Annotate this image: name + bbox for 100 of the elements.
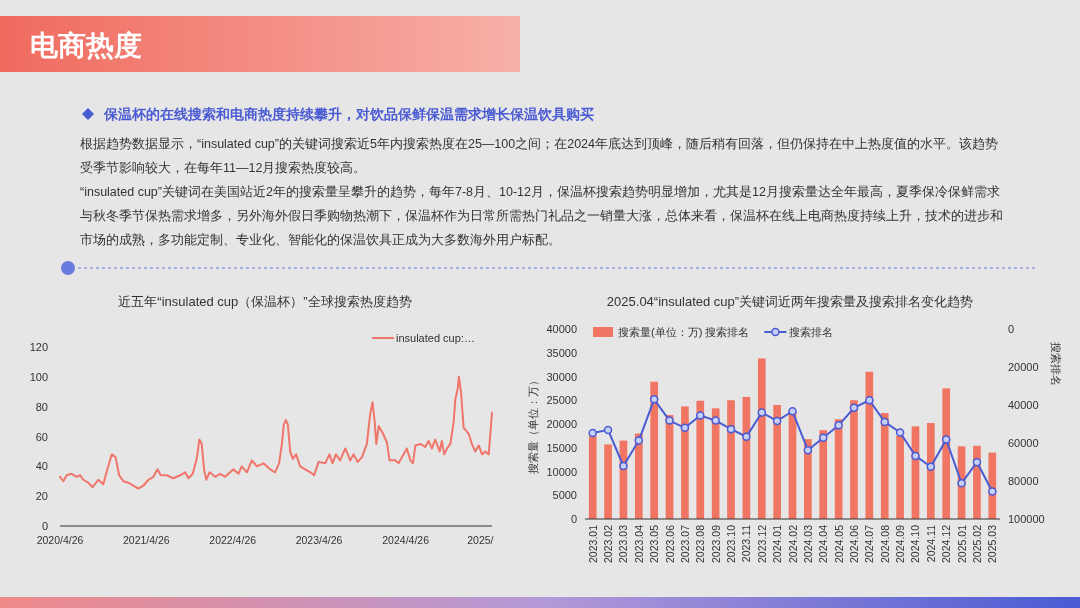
point xyxy=(926,462,936,471)
point xyxy=(895,428,905,437)
text: 电商热度 xyxy=(30,30,142,61)
point xyxy=(911,451,920,461)
x-tick-label: 2023.01 xyxy=(586,524,599,563)
point xyxy=(941,435,951,444)
point xyxy=(988,487,997,496)
point xyxy=(803,445,813,455)
x-tick-label: 2024.07 xyxy=(863,524,876,563)
y-tick-label: 25000 xyxy=(546,394,577,407)
x-tick-label: 2021/4/26 xyxy=(122,534,170,546)
y2-tick-label: 60000 xyxy=(1008,437,1039,449)
x-tick-label: 2023.06 xyxy=(663,524,676,563)
x-tick-label: 2024.01 xyxy=(771,524,784,563)
point xyxy=(834,421,843,430)
bar xyxy=(773,405,781,519)
point xyxy=(772,416,782,426)
y-tick-label: 20000 xyxy=(546,418,577,430)
x-tick-label: 2024/4/26 xyxy=(382,534,430,546)
x-tick-label: 2024.02 xyxy=(786,524,799,563)
x-tick-label: 2024.11 xyxy=(924,524,937,563)
bar xyxy=(681,406,689,519)
point xyxy=(711,416,720,425)
x-tick-label: 2023.10 xyxy=(725,524,738,563)
x-tick-label: 2024.10 xyxy=(909,524,922,563)
point xyxy=(696,411,705,420)
y-tick-label: 120 xyxy=(29,341,48,353)
x-tick-label: 2025.01 xyxy=(955,524,968,563)
chart-title: 近五年“insulated cup（保温杯）”全球搜索热度趋势 xyxy=(118,294,412,309)
x-tick-label: 2023.08 xyxy=(694,524,707,563)
x-tick-label: 2023.03 xyxy=(617,524,630,563)
point xyxy=(680,423,690,433)
y-tick-label: 0 xyxy=(570,513,577,525)
y2-tick-label: 80000 xyxy=(1008,475,1039,487)
line-series xyxy=(59,375,493,490)
legend-label: insulated cup:… xyxy=(396,332,475,344)
bar xyxy=(942,388,951,519)
x-tick-label: 2024.04 xyxy=(817,524,830,563)
bar xyxy=(896,435,904,519)
x-tick-label: 2024.12 xyxy=(940,524,953,563)
bar xyxy=(819,430,828,519)
point xyxy=(742,432,751,441)
point xyxy=(880,417,889,427)
bar xyxy=(880,413,889,519)
point xyxy=(603,425,613,435)
point xyxy=(757,408,767,417)
y2-tick-label: 40000 xyxy=(1008,399,1039,411)
text: “insulated cup”关键词在美国站近2年的搜索量呈攀升的趋势，每年7-8月、10-12月，保温杯搜索趋势明显增加，尤其是12月搜索量达全年最高，夏季保冷保鲜需求与秋冬季节保热需求增多，另外海外假日季购物热潮下，保温杯作为日常所需热门礼品之一销量大涨，总体来看，保温杯在线上电商热度持续上升，技术的进步和市场的成熟，多功能定制、专业化、智能化的保温饮具正成为大多数海外用户标配。 xyxy=(80,184,1003,247)
x-tick-label: 2023.05 xyxy=(648,524,661,563)
y-tick-label: 10000 xyxy=(546,465,577,478)
y-tick-label: 80 xyxy=(35,400,48,413)
bar xyxy=(696,400,705,519)
y2-tick-label: 20000 xyxy=(1008,361,1039,373)
y-tick-label: 5000 xyxy=(552,489,577,502)
point xyxy=(665,416,674,425)
text: 根据趋势数据显示，“insulated cup”的关键词搜索近5年内搜索热度在25—100之间；在2024年底达到顶峰，随后稍有回落，但仍保持在中上热度值的水平。该趋势受季节影响较大，在每年11—12月搜索热度较高。 xyxy=(80,136,999,175)
bar xyxy=(634,433,643,519)
chart-title: 2025.04“insulated cup”关键词近两年搜索量及搜索排名变化趋势 xyxy=(606,294,974,309)
x-tick-label: 2023.02 xyxy=(602,524,615,563)
bar xyxy=(850,400,858,519)
y-tick-label: 60 xyxy=(35,430,48,443)
x-tick-label: 2023.09 xyxy=(709,524,722,563)
y-tick-label: 0 xyxy=(41,520,48,532)
x-tick-label: 2023.07 xyxy=(678,524,691,563)
x-tick-label: 2022/4/26 xyxy=(209,534,257,546)
y-tick-label: 35000 xyxy=(546,346,577,359)
point xyxy=(865,396,874,405)
y-tick-label: 20 xyxy=(35,490,48,503)
x-tick-label: 2025/ xyxy=(467,534,494,546)
x-tick-label: 2025.02 xyxy=(970,524,983,563)
bar xyxy=(650,381,659,519)
x-tick-label: 2023.04 xyxy=(632,524,645,563)
point xyxy=(818,433,828,442)
point xyxy=(788,407,797,416)
x-tick-label: 2024.03 xyxy=(801,524,814,563)
y-tick-label: 40 xyxy=(35,460,48,473)
legend-label: 搜索排名 xyxy=(789,326,834,338)
point xyxy=(726,424,736,434)
x-tick-label: 2020/4/26 xyxy=(36,534,84,546)
y2-axis-title: 搜索排名 xyxy=(1050,342,1062,386)
point xyxy=(649,395,659,404)
x-tick-label: 2023.12 xyxy=(755,524,768,563)
x-tick-label: 2024.06 xyxy=(847,524,860,563)
y-axis-title: 搜索量（单位：万） xyxy=(527,374,539,474)
bar xyxy=(926,423,935,519)
bar xyxy=(588,435,597,519)
y-tick-label: 40000 xyxy=(546,323,577,335)
y-tick-label: 15000 xyxy=(546,441,577,454)
point xyxy=(634,436,644,445)
text: 保温杯的在线搜索和电商热度持续攀升，对饮品保鲜保温需求增长保温饮具购买 xyxy=(103,106,594,122)
legend-label: 搜索量(单位：万) 搜索排名 xyxy=(618,326,750,338)
bar xyxy=(757,358,766,519)
point xyxy=(972,457,982,467)
point xyxy=(619,461,628,471)
y2-tick-label: 100000 xyxy=(1008,513,1045,525)
x-tick-label: 2024.05 xyxy=(832,524,845,563)
x-tick-label: 2025.03 xyxy=(986,524,999,563)
point xyxy=(849,403,859,413)
bar xyxy=(727,400,735,519)
bar xyxy=(604,444,612,519)
